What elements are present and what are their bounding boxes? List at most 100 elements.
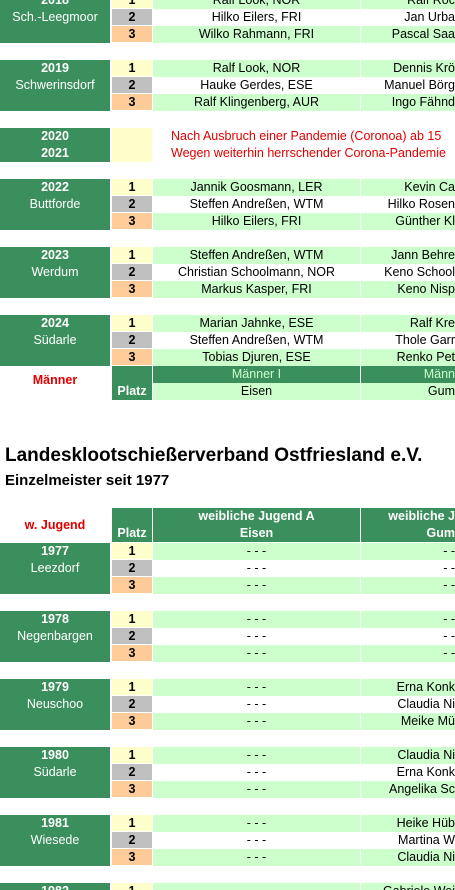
name: Claudia Ni (361, 849, 455, 866)
name: Ralf Klingenberg, AUR (153, 94, 360, 111)
name: Keno School (361, 264, 455, 281)
header: Gum (361, 525, 455, 542)
name: Hilko Rosen (361, 196, 455, 213)
name: - - - (153, 849, 360, 866)
rank: 3 (112, 713, 152, 730)
note: Nach Ausbruch einer Pandemie (Coronoa) a… (171, 129, 442, 143)
name: Ralf Look, NOR (153, 60, 360, 77)
name: - - - (153, 781, 360, 798)
name: - - - (153, 560, 360, 577)
name: - - (361, 645, 455, 662)
rank: 3 (112, 645, 152, 662)
name: - - - (153, 679, 360, 696)
header: Eisen (153, 525, 360, 542)
place: Buttforde (0, 196, 110, 213)
rank: 2 (112, 832, 152, 849)
rank: 2 (112, 628, 152, 645)
place: Werdum (0, 264, 110, 281)
name: Ralf Kre (361, 315, 455, 332)
rank: 2 (112, 332, 152, 349)
rank: 1 (112, 179, 152, 196)
name: Jannik Goosmann, LER (153, 179, 360, 196)
name: Manuel Börg (361, 77, 455, 94)
name: Steffen Andreßen, WTM (153, 332, 360, 349)
name: Ingo Fähnd (361, 94, 455, 111)
name: Jan Urba (361, 9, 455, 26)
title: Landesklootschießerverband Ostfriesland … (5, 445, 423, 466)
rank: 3 (112, 781, 152, 798)
name: Günther Kl (361, 213, 455, 230)
place: Südarle (0, 332, 110, 349)
name: Marian Jahnke, ESE (153, 315, 360, 332)
header: Eisen (153, 383, 360, 400)
name: Christian Schoolmann, NOR (153, 264, 360, 281)
name: Erna Konk (361, 764, 455, 781)
name: - - - (153, 832, 360, 849)
name: Gabriele Wei (361, 883, 455, 890)
header: weibliche Jugend A (153, 508, 360, 525)
name: Tobias Djuren, ESE (153, 349, 360, 366)
section-label: Männer (32, 373, 78, 387)
name: - - (361, 543, 455, 560)
note: Wegen weiterhin herrschender Corona-Pand… (171, 146, 446, 160)
name: Steffen Andreßen, WTM (153, 196, 360, 213)
name: Hilko Eilers, FRI (153, 9, 360, 26)
name: Renko Pet (361, 349, 455, 366)
name: - - (361, 628, 455, 645)
name: Steffen Andreßen, WTM (153, 247, 360, 264)
name: Keno Nisp (361, 281, 455, 298)
name: Meike Mü (361, 713, 455, 730)
name: - - - (153, 543, 360, 560)
rank: 2 (112, 264, 152, 281)
place: Neuschoo (0, 696, 110, 713)
year: 2019 (0, 60, 110, 77)
header-empty (112, 508, 152, 525)
name: - - - (153, 628, 360, 645)
rank: 1 (112, 247, 152, 264)
rank: 2 (112, 696, 152, 713)
name: Kevin Ca (361, 179, 455, 196)
name: Jann Behre (361, 247, 455, 264)
header-platz: Platz (112, 383, 152, 400)
name: - - (361, 611, 455, 628)
name: - - - (153, 696, 360, 713)
header: Männer I (153, 366, 360, 383)
rank: 1 (112, 611, 152, 628)
rank: 1 (112, 883, 152, 890)
name: - - - (153, 611, 360, 628)
name: Claudia Ni (361, 747, 455, 764)
subtitle: Einzelmeister seit 1977 (5, 472, 170, 489)
rank: 2 (112, 764, 152, 781)
rank: 3 (112, 213, 152, 230)
year: 2018 (0, 0, 110, 9)
name: - - - (153, 577, 360, 594)
name: - - - (153, 764, 360, 781)
name: Wilko Rahmann, FRI (153, 26, 360, 43)
year: 2024 (0, 315, 110, 332)
rank: 3 (112, 26, 152, 43)
rank: 3 (112, 849, 152, 866)
name: Erna Konk (361, 679, 455, 696)
name: - - (361, 560, 455, 577)
name: Thole Garr (361, 332, 455, 349)
name: Heike Hüb (361, 815, 455, 832)
header: Gum (361, 383, 455, 400)
rank: 1 (112, 0, 152, 9)
name: Ralf Look, NOR (153, 0, 360, 9)
name: Pascal Saa (361, 26, 455, 43)
year: 1981 (0, 815, 110, 832)
year: 1982 (0, 883, 110, 890)
rank: 2 (112, 560, 152, 577)
name: Dennis Krö (361, 60, 455, 77)
name: Markus Kasper, FRI (153, 281, 360, 298)
platz-empty (112, 128, 152, 162)
year: 2020 (0, 128, 110, 145)
name: Ralf Roc (361, 0, 455, 9)
place: Schwerinsdorf (0, 77, 110, 94)
place: Sch.-Leegmoor (0, 9, 110, 26)
rank: 1 (112, 315, 152, 332)
name: Claudia Ni (361, 696, 455, 713)
rank: 2 (112, 77, 152, 94)
rank: 3 (112, 577, 152, 594)
